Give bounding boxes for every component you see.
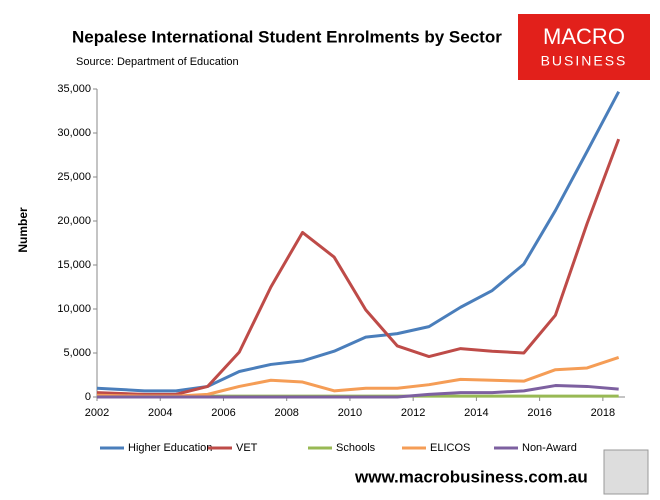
chart-subtitle: Source: Department of Education <box>76 56 239 68</box>
logo-text: BUSINESS <box>541 53 628 69</box>
footer: www.macrobusiness.com.au <box>354 467 588 486</box>
y-tick-label: 30,000 <box>57 127 91 139</box>
legend-label: Schools <box>336 442 376 454</box>
y-tick-label: 20,000 <box>57 215 91 227</box>
legend-label: Non-Award <box>522 442 577 454</box>
y-tick-label: 0 <box>85 391 91 403</box>
y-tick-label: 5,000 <box>63 347 91 359</box>
x-tick-label: 2002 <box>85 407 109 419</box>
x-tick-label: 2004 <box>148 407 172 419</box>
x-tick-label: 2010 <box>338 407 362 419</box>
series-line <box>96 90 621 393</box>
wolf-icon <box>603 449 649 495</box>
x-tick-label: 2014 <box>464 407 488 419</box>
y-tick-label: 35,000 <box>57 83 91 95</box>
y-tick-label: 15,000 <box>57 259 91 271</box>
x-tick-label: 2012 <box>401 407 425 419</box>
legend-label: Higher Education <box>128 442 212 454</box>
y-tick-label: 10,000 <box>57 303 91 315</box>
logo-text: MACRO <box>543 24 625 49</box>
x-tick-label: 2008 <box>274 407 298 419</box>
series-line <box>97 384 619 399</box>
chart-title: Nepalese International Student Enrolment… <box>72 27 502 46</box>
logo-box <box>518 14 650 80</box>
x-tick-label: 2018 <box>591 407 615 419</box>
series-line <box>96 138 621 396</box>
legend-label: VET <box>236 442 258 454</box>
y-tick-label: 25,000 <box>57 171 91 183</box>
x-tick-label: 2006 <box>211 407 235 419</box>
series-line <box>96 355 620 398</box>
x-tick-label: 2016 <box>527 407 551 419</box>
y-axis-title: Number <box>16 207 30 253</box>
legend-label: ELICOS <box>430 442 470 454</box>
